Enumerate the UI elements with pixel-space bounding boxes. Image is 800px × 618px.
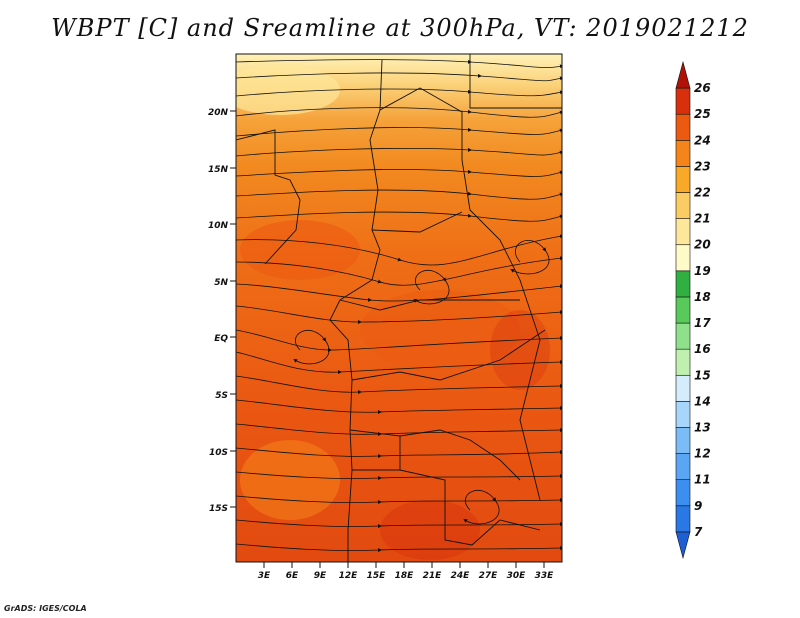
colorbar-label: 15 xyxy=(694,368,711,382)
lon-tick-label: 15E xyxy=(367,571,387,581)
colorbar-swatch xyxy=(675,270,691,298)
colorbar-label: 19 xyxy=(694,264,711,278)
lon-tick-label: 27E xyxy=(479,571,499,581)
lon-tick-label: 12E xyxy=(339,571,359,581)
lat-tick-label: 10N xyxy=(208,221,229,231)
colorbar-swatch xyxy=(675,427,691,454)
colorbar-label: 24 xyxy=(694,133,711,147)
lon-tick-label: 24E xyxy=(451,571,471,581)
colorbar-label: 17 xyxy=(694,316,711,330)
colorbar-label: 14 xyxy=(694,394,711,408)
colorbar-swatch xyxy=(675,60,691,89)
colorbar-swatch xyxy=(675,296,691,324)
lon-tick-label: 6E xyxy=(286,571,299,581)
streamlines xyxy=(236,59,562,553)
lat-tick-label: 15N xyxy=(208,165,229,175)
colorbar-swatch xyxy=(675,479,691,507)
lat-tick-label: 5S xyxy=(215,391,228,401)
colorbar-label: 13 xyxy=(694,420,711,434)
lon-tick-label: 9E xyxy=(314,571,327,581)
lon-tick-label: 3E xyxy=(258,571,271,581)
lat-tick-label: 10S xyxy=(209,448,228,458)
colorbar-swatch xyxy=(675,374,691,402)
colorbar-label: 21 xyxy=(694,212,711,226)
colorbar-swatch xyxy=(675,322,691,350)
lon-tick-label: 18E xyxy=(395,571,415,581)
lat-tick-label: 20N xyxy=(208,108,229,118)
lat-axis xyxy=(230,110,236,508)
colorbar-label: 16 xyxy=(694,342,711,356)
colorbar-swatch xyxy=(675,218,691,246)
grads-credit: GrADS: IGES/COLA xyxy=(4,604,87,613)
lat-tick-label: 5N xyxy=(214,278,228,288)
country-borders xyxy=(236,54,562,562)
colorbar-label: 18 xyxy=(694,290,711,304)
colorbar-swatch xyxy=(675,244,691,272)
colorbar-label: 11 xyxy=(694,473,711,487)
colorbar-label: 12 xyxy=(694,447,711,461)
lon-axis xyxy=(263,562,545,568)
lon-tick-label: 30E xyxy=(507,571,527,581)
colorbar-swatch xyxy=(675,348,691,376)
colorbar-swatch xyxy=(675,505,691,533)
colorbar-swatch xyxy=(675,192,691,219)
colorbar-label: 26 xyxy=(694,81,711,95)
colorbar-label: 9 xyxy=(694,499,702,513)
colorbar-swatch xyxy=(675,113,691,141)
lat-tick-label: 15S xyxy=(209,504,228,514)
colorbar-swatch xyxy=(675,531,691,560)
colorbar-label: 20 xyxy=(694,238,711,252)
map-title: WBPT [C] and Sreamline at 300hPa, VT: 20… xyxy=(51,14,749,42)
colorbar-label: 25 xyxy=(694,107,711,121)
colorbar-swatch xyxy=(675,140,691,167)
lon-tick-label: 21E xyxy=(423,571,443,581)
colorbar-swatch xyxy=(675,401,691,428)
colorbar-swatch xyxy=(675,87,691,115)
map-area xyxy=(236,54,562,562)
colorbar-label: 23 xyxy=(694,159,711,173)
colorbar-label: 7 xyxy=(694,525,703,539)
lat-tick-label: EQ xyxy=(214,334,228,344)
colorbar-swatch xyxy=(675,166,691,193)
colorbar: 7 9 11 12 13 14 15 16 17 18 19 20 21 22 23 24 25 26 xyxy=(675,60,711,560)
lon-tick-label: 33E xyxy=(535,571,555,581)
colorbar-label: 22 xyxy=(694,186,711,200)
colorbar-swatch xyxy=(675,453,691,480)
